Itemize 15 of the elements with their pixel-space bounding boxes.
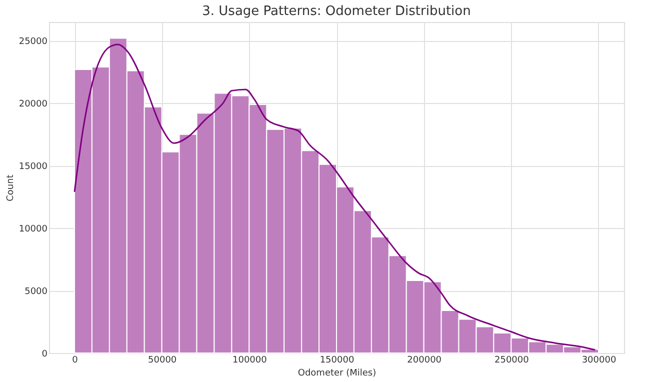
- y-tick-label: 10000: [18, 224, 48, 235]
- y-tick-label: 25000: [18, 37, 48, 48]
- x-tick-label: 0: [72, 356, 78, 366]
- x-tick-label: 250000: [494, 356, 530, 366]
- y-tick-label: 5000: [24, 287, 48, 298]
- x-tick-label: 100000: [232, 356, 268, 366]
- y-axis-title: Count: [6, 174, 16, 202]
- x-tick-label: 200000: [407, 356, 442, 366]
- y-tick-label: 15000: [18, 162, 48, 172]
- x-tick-label: 150000: [320, 356, 354, 366]
- x-tick-label: 300000: [582, 356, 616, 366]
- x-axis-title: Odometer (Miles): [298, 368, 376, 378]
- chart-title: 3. Usage Patterns: Odometer Distribution: [202, 4, 471, 19]
- y-tick-label: 20000: [18, 100, 48, 110]
- x-tick-label: 50000: [148, 356, 177, 366]
